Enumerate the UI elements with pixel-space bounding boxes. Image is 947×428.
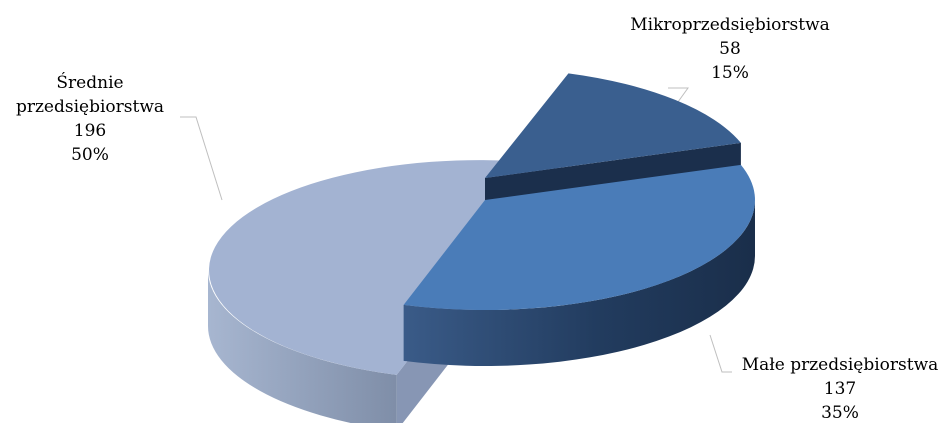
data-label-line: 50% [71, 145, 109, 165]
data-label-rednie-przedsi-biorstwa: Średnie przedsiębiorstwa 196 50% [16, 72, 164, 165]
data-label-line: przedsiębiorstwa [16, 97, 164, 117]
slice-top-ma-e-przedsi-biorstwa [403, 164, 756, 311]
leader-line-ma-e-przedsi-biorstwa [709, 334, 732, 373]
data-label-line: 15% [711, 63, 749, 83]
data-label-ma-e-przedsi-biorstwa: Małe przedsiębiorstwa 137 35% [742, 355, 939, 423]
data-label-mikroprzedsi-biorstwa: Mikroprzedsiębiorstwa 58 15% [630, 15, 830, 83]
pie-slices [208, 73, 756, 428]
slice-side-ma-e-przedsi-biorstwa [403, 200, 756, 367]
data-label-line: 35% [821, 403, 859, 423]
data-labels: Mikroprzedsiębiorstwa 58 15% Małe przedsięb… [16, 15, 938, 423]
slice-side-rednie-przedsi-biorstwa [208, 270, 397, 428]
data-label-line: 196 [74, 121, 106, 141]
slice-top-rednie-przedsi-biorstwa [209, 160, 562, 375]
leader-line-rednie-przedsi-biorstwa [180, 116, 223, 201]
data-label-line: 137 [824, 379, 856, 399]
data-label-line: Mikroprzedsiębiorstwa [630, 15, 830, 35]
slice-ma-e-przedsi-biorstwa [403, 164, 756, 367]
data-label-line: 58 [719, 39, 741, 59]
slice-top-mikroprzedsi-biorstwa [485, 73, 741, 178]
data-label-line: Małe przedsiębiorstwa [742, 355, 939, 375]
data-label-line: Średnie [56, 72, 123, 93]
